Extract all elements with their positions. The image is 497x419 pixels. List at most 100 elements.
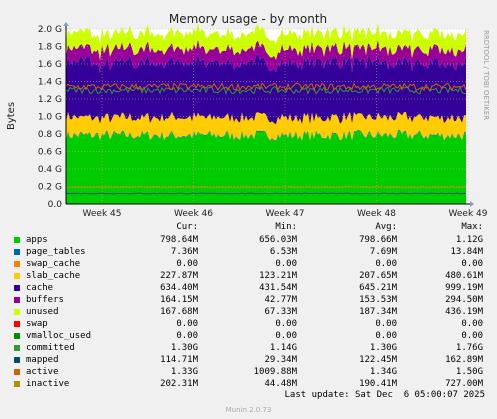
legend-cur: 0.00 bbox=[176, 331, 198, 341]
legend-name: active bbox=[26, 367, 59, 377]
legend-name: slab_cache bbox=[26, 271, 81, 281]
legend-name: page_tables bbox=[26, 247, 86, 257]
legend-name: mapped bbox=[26, 355, 59, 365]
y-tick-label: 1.0 G bbox=[38, 113, 62, 123]
legend-min: 431.54M bbox=[259, 283, 297, 293]
legend-row-cache: cache 634.40M 431.54M 645.21M 999.19M bbox=[0, 282, 497, 294]
legend-swatch bbox=[14, 297, 20, 303]
legend-cur: 0.00 bbox=[176, 259, 198, 269]
legend-name: committed bbox=[26, 343, 75, 353]
legend: apps 798.64M 656.03M 798.66M 1.12G page_table… bbox=[0, 222, 497, 390]
x-tick-label: Week 46 bbox=[174, 209, 213, 219]
legend-avg: 0.00 bbox=[375, 259, 397, 269]
legend-avg: 122.45M bbox=[359, 355, 397, 365]
legend-swatch bbox=[14, 321, 20, 327]
legend-min: 44.48M bbox=[264, 379, 297, 389]
area-buffers bbox=[66, 39, 466, 73]
chart-title: Memory usage - by month bbox=[169, 12, 327, 26]
line-inactive bbox=[65, 186, 467, 189]
legend-row-active: active 1.33G 1009.88M 1.34G 1.50G bbox=[0, 366, 497, 378]
area-page_tables bbox=[66, 129, 466, 142]
legend-row-swap: swap 0.00 0.00 0.00 0.00 bbox=[0, 318, 497, 330]
x-tick-label: Week 45 bbox=[83, 209, 122, 219]
legend-cur: 634.40M bbox=[160, 283, 198, 293]
legend-min: 0.00 bbox=[275, 259, 297, 269]
legend-swatch bbox=[14, 333, 20, 339]
legend-min: 1.14G bbox=[269, 343, 297, 353]
y-axis-label: Bytes bbox=[6, 102, 17, 130]
y-tick-label: 0.4 G bbox=[38, 165, 62, 175]
footer: Munin 2.0.73 bbox=[225, 406, 272, 414]
y-tick-label: 1.8 G bbox=[38, 43, 62, 53]
legend-swatch bbox=[14, 273, 20, 279]
legend-swatch bbox=[14, 285, 20, 291]
legend-min: 123.21M bbox=[259, 271, 297, 281]
legend-max: 162.89M bbox=[445, 355, 483, 365]
y-tick-label: 0.0 bbox=[48, 200, 63, 210]
legend-swatch bbox=[14, 309, 20, 315]
legend-name: swap bbox=[26, 319, 48, 329]
area-slab_cache bbox=[66, 111, 466, 141]
area-unused bbox=[66, 22, 466, 61]
legend-max: 13.84M bbox=[450, 247, 483, 257]
x-tick-label: Week 49 bbox=[449, 209, 488, 219]
legend-row-unused: unused 167.68M 67.33M 187.34M 436.19M bbox=[0, 306, 497, 318]
legend-cur: 202.31M bbox=[160, 379, 198, 389]
y-tick-label: 1.6 G bbox=[38, 60, 62, 70]
legend-min: 42.77M bbox=[264, 295, 297, 305]
area-layers bbox=[66, 22, 466, 204]
legend-name: apps bbox=[26, 235, 48, 245]
x-tick-label: Week 47 bbox=[266, 209, 305, 219]
legend-cur: 7.36M bbox=[170, 247, 198, 257]
legend-avg: 1.30G bbox=[369, 343, 397, 353]
grid bbox=[66, 28, 469, 204]
legend-cur: 167.68M bbox=[160, 307, 198, 317]
legend-min: 67.33M bbox=[264, 307, 297, 317]
legend-swatch bbox=[14, 345, 20, 351]
legend-row-swap_cache: swap_cache 0.00 0.00 0.00 0.00 bbox=[0, 258, 497, 270]
header-min: Min: bbox=[275, 222, 297, 232]
legend-max: 1.50G bbox=[455, 367, 483, 377]
legend-max: 436.19M bbox=[445, 307, 483, 317]
legend-row-buffers: buffers 164.15M 42.77M 153.53M 294.50M bbox=[0, 294, 497, 306]
legend-max: 1.12G bbox=[455, 235, 483, 245]
legend-min: 656.03M bbox=[259, 235, 297, 245]
legend-cur: 1.33G bbox=[170, 367, 198, 377]
legend-cur: 0.00 bbox=[176, 319, 198, 329]
legend-header: Cur: Min: Avg: Max: bbox=[0, 222, 497, 234]
legend-name: vmalloc_used bbox=[26, 331, 92, 341]
y-tick-label: 1.2 G bbox=[38, 95, 62, 105]
legend-avg: 187.34M bbox=[359, 307, 397, 317]
legend-name: swap_cache bbox=[26, 259, 81, 269]
y-tick-label: 0.6 G bbox=[38, 148, 62, 158]
legend-name: buffers bbox=[26, 295, 64, 305]
y-axis-arrow-icon bbox=[63, 22, 69, 26]
legend-row-inactive: inactive 202.31M 44.48M 190.41M 727.00M bbox=[0, 378, 497, 390]
legend-min: 0.00 bbox=[275, 331, 297, 341]
line-layers bbox=[65, 82, 467, 195]
legend-cur: 227.87M bbox=[160, 271, 198, 281]
line-committed bbox=[65, 85, 467, 96]
legend-name: cache bbox=[26, 283, 54, 293]
area-apps bbox=[66, 130, 466, 204]
side-label: RRDTOOL / TOBI OETIKER bbox=[482, 30, 490, 120]
y-ticks: 0.0 0.2 G 0.4 G 0.6 G 0.8 G 1.0 G 1.2 G 1.4 G 1.… bbox=[38, 25, 62, 210]
legend-row-vmalloc_used: vmalloc_used 0.00 0.00 0.00 0.00 bbox=[0, 330, 497, 342]
legend-avg: 153.53M bbox=[359, 295, 397, 305]
legend-avg: 7.69M bbox=[369, 247, 397, 257]
memory-chart: Memory usage - by month Bytes RRDTOOL / … bbox=[6, 12, 490, 219]
y-tick-label: 1.4 G bbox=[38, 78, 62, 88]
legend-row-mapped: mapped 114.71M 29.34M 122.45M 162.89M bbox=[0, 354, 497, 366]
x-axis-arrow-icon bbox=[470, 201, 474, 207]
legend-swatch bbox=[14, 261, 20, 267]
legend-row-slab_cache: slab_cache 227.87M 123.21M 207.65M 480.61M bbox=[0, 270, 497, 282]
legend-max: 0.00 bbox=[461, 259, 483, 269]
legend-min: 1009.88M bbox=[253, 367, 297, 377]
line-active bbox=[65, 82, 467, 92]
x-tick-label: Week 48 bbox=[357, 209, 396, 219]
last-update: Last update: Sat Dec 6 05:00:07 2025 bbox=[284, 390, 485, 400]
legend-swatch bbox=[14, 357, 20, 363]
legend-cur: 164.15M bbox=[160, 295, 198, 305]
legend-swatch bbox=[14, 369, 20, 375]
legend-avg: 190.41M bbox=[359, 379, 397, 389]
